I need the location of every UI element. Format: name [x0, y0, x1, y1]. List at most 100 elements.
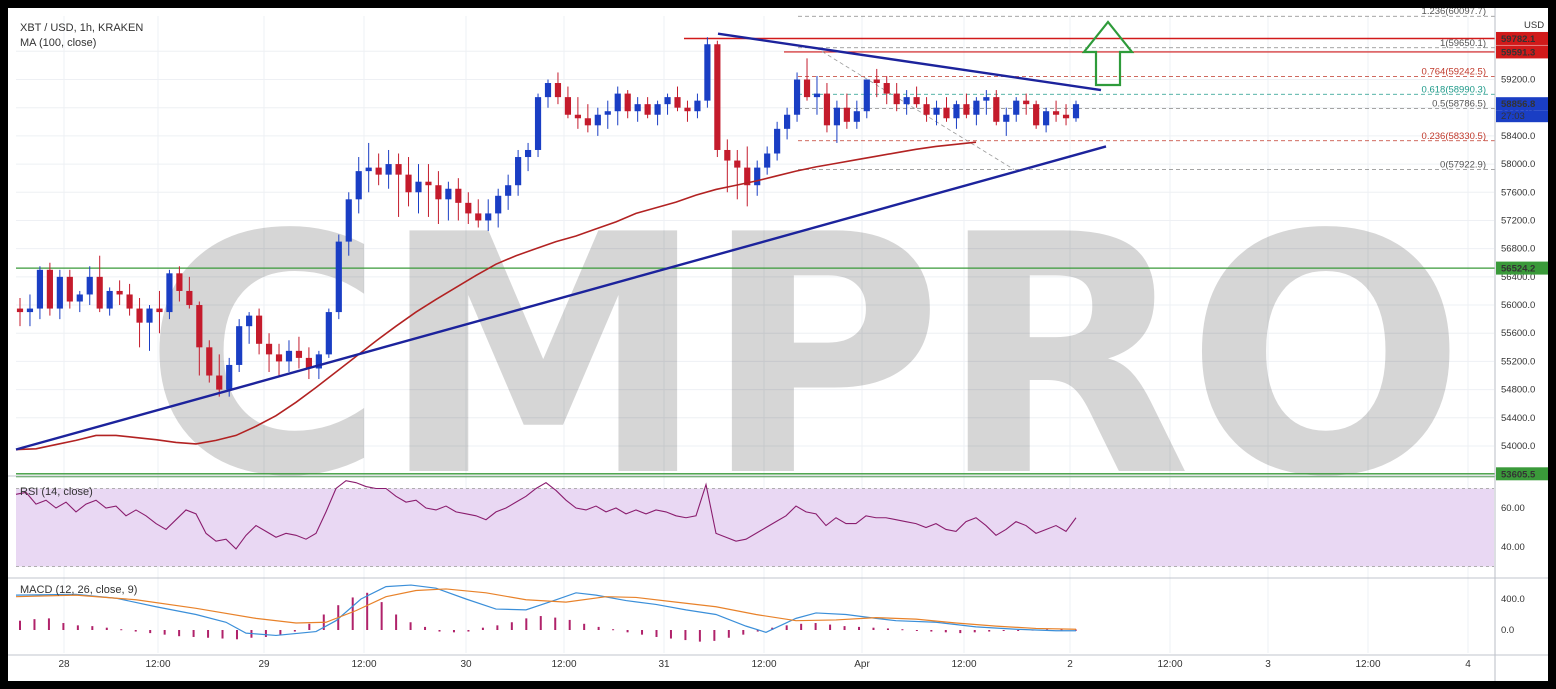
candle[interactable] [216, 375, 223, 390]
candle[interactable] [823, 93, 831, 126]
candle[interactable] [744, 167, 751, 186]
candle[interactable] [1043, 111, 1050, 126]
candle[interactable] [833, 107, 840, 126]
candle[interactable] [734, 160, 741, 168]
candle[interactable] [574, 114, 581, 119]
trading-chart[interactable]: CMPRO 1.236(60097.7)1(59650.1)0.764(5924… [8, 8, 1548, 681]
candle[interactable] [176, 273, 183, 291]
candle[interactable] [96, 276, 103, 309]
signal-line[interactable] [15, 588, 1077, 630]
candle[interactable] [435, 185, 442, 200]
candle[interactable] [933, 107, 940, 115]
candle[interactable] [564, 97, 572, 115]
candle[interactable] [126, 294, 133, 309]
candle[interactable] [166, 273, 173, 313]
candle[interactable] [325, 312, 332, 355]
candle[interactable] [385, 164, 392, 175]
candle[interactable] [963, 104, 970, 115]
candle[interactable] [764, 153, 771, 168]
ma100-line[interactable] [15, 141, 977, 451]
candle[interactable] [16, 308, 24, 313]
breakout-arrow-icon[interactable] [1081, 20, 1135, 87]
candle[interactable] [295, 350, 303, 358]
candle[interactable] [774, 128, 781, 154]
candle[interactable] [624, 93, 631, 112]
candle[interactable] [983, 97, 990, 101]
candle[interactable] [335, 241, 342, 313]
candle[interactable] [365, 167, 372, 172]
ascending-trendline[interactable] [15, 145, 1107, 451]
candle[interactable] [614, 93, 621, 112]
macd-pane[interactable] [15, 584, 1077, 642]
candle[interactable] [594, 114, 601, 126]
candle[interactable] [475, 213, 482, 221]
candle[interactable] [943, 107, 950, 119]
candle[interactable] [654, 104, 661, 115]
candle[interactable] [56, 276, 63, 309]
candle[interactable] [1033, 104, 1040, 126]
candle[interactable] [46, 269, 53, 309]
candle[interactable] [495, 195, 502, 214]
candle[interactable] [714, 44, 721, 150]
candle[interactable] [415, 181, 422, 193]
candle[interactable] [853, 111, 860, 122]
candle[interactable] [1003, 114, 1010, 122]
candle[interactable] [604, 111, 611, 115]
candle[interactable] [206, 347, 213, 376]
candle[interactable] [236, 326, 243, 365]
candle[interactable] [425, 181, 432, 186]
candle[interactable] [524, 149, 532, 158]
candle[interactable] [634, 104, 641, 112]
candle[interactable] [226, 364, 233, 390]
candle[interactable] [505, 185, 512, 196]
candle[interactable] [256, 315, 263, 344]
candle[interactable] [515, 157, 522, 186]
candle[interactable] [704, 44, 711, 101]
candle[interactable] [315, 354, 322, 369]
candle[interactable] [345, 199, 352, 242]
candle[interactable] [375, 167, 382, 175]
candle[interactable] [36, 269, 44, 309]
candle[interactable] [355, 171, 362, 200]
candle[interactable] [843, 107, 850, 122]
candle[interactable] [544, 83, 552, 98]
candle[interactable] [66, 276, 73, 302]
candle[interactable] [445, 188, 452, 200]
candle[interactable] [305, 357, 312, 369]
candle[interactable] [923, 104, 930, 115]
candle[interactable] [485, 213, 492, 221]
candle[interactable] [883, 83, 890, 94]
candle[interactable] [196, 305, 203, 348]
candle[interactable] [674, 97, 681, 108]
candle[interactable] [455, 188, 462, 203]
candle[interactable] [973, 100, 980, 115]
candle[interactable] [584, 118, 591, 126]
candle[interactable] [146, 308, 153, 323]
candle[interactable] [953, 104, 960, 119]
candle[interactable] [1052, 111, 1060, 115]
candle[interactable] [156, 308, 163, 313]
candle[interactable] [465, 202, 472, 214]
candle[interactable] [116, 290, 123, 295]
candle[interactable] [186, 290, 193, 306]
candle[interactable] [106, 290, 113, 309]
candle[interactable] [813, 93, 821, 98]
rsi-line[interactable] [15, 480, 1077, 550]
descending-trendline[interactable] [717, 32, 1102, 92]
candle[interactable] [664, 97, 671, 105]
candle[interactable] [86, 276, 93, 295]
candle[interactable] [1072, 104, 1080, 119]
candle[interactable] [644, 104, 651, 115]
candle[interactable] [405, 174, 412, 193]
candle[interactable] [724, 149, 731, 161]
candle[interactable] [903, 97, 910, 105]
candle[interactable] [1023, 100, 1030, 105]
candle[interactable] [285, 350, 293, 362]
candle[interactable] [754, 167, 761, 186]
candle[interactable] [136, 308, 143, 323]
candle[interactable] [694, 100, 701, 112]
candle[interactable] [265, 343, 273, 355]
candle[interactable] [793, 79, 801, 115]
candle[interactable] [863, 79, 870, 112]
candle[interactable] [1013, 100, 1020, 115]
